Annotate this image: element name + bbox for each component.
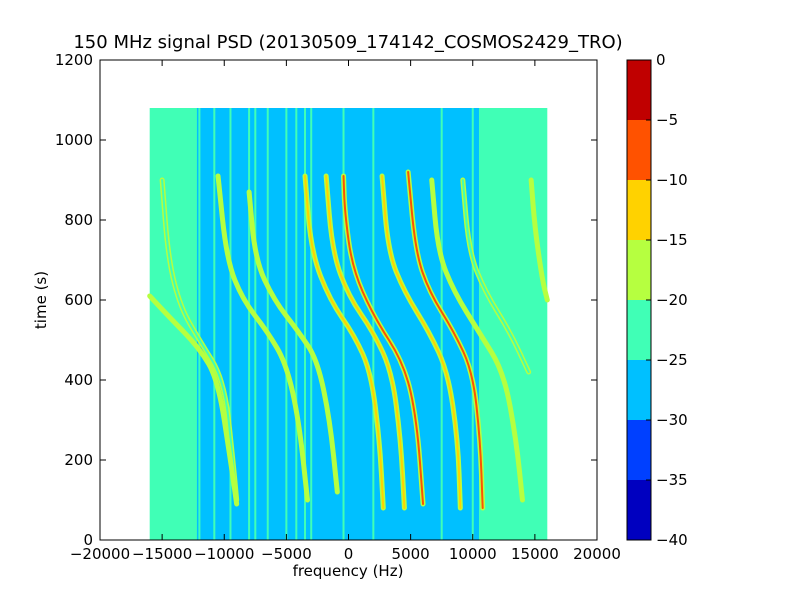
doppler-curve <box>530 179 549 301</box>
doppler-curve <box>325 175 406 509</box>
chart-title: 150 MHz signal PSD (20130509_174142_COSM… <box>73 32 622 53</box>
x-tick-label: 0 <box>344 545 354 563</box>
x-axis-ticks: −20000 −15000 −10000 −5000 0 5000 10000 15000 20… <box>70 60 621 563</box>
colorbar-tick-label: −30 <box>656 411 688 429</box>
y-tick-label: 400 <box>64 371 93 389</box>
colorbar-tick-label: −5 <box>656 111 678 129</box>
colorbar-tick-label: −15 <box>656 231 688 249</box>
doppler-curve <box>148 295 238 505</box>
colorbar-band <box>627 180 651 240</box>
y-axis-label: time (s) <box>32 271 50 329</box>
doppler-curve <box>430 179 524 501</box>
y-tick-label: 0 <box>83 531 93 549</box>
x-tick-label: 20000 <box>573 545 621 563</box>
x-tick-label: 5000 <box>392 545 430 563</box>
colorbar-ticks: 0 −5 −10 −15 −20 −25 −30 −35 −40 <box>646 51 688 549</box>
colorbar-tick-label: −10 <box>656 171 688 189</box>
colorbar-band <box>627 420 651 480</box>
y-tick-label: 600 <box>64 291 93 309</box>
x-axis-label: frequency (Hz) <box>293 562 404 580</box>
x-tick-label: −5000 <box>261 545 312 563</box>
colorbar-tick-label: −40 <box>656 531 688 549</box>
colorbar-tick-label: −20 <box>656 291 688 309</box>
y-tick-label: 200 <box>64 451 93 469</box>
y-tick-label: 1000 <box>55 131 93 149</box>
y-axis-ticks: 0 200 400 600 800 1000 1200 <box>55 51 597 549</box>
colorbar-band <box>627 240 651 300</box>
doppler-curves-layer <box>147 169 550 511</box>
colorbar-tick-label: 0 <box>656 51 666 69</box>
colorbar-band <box>627 60 651 120</box>
x-tick-label: −15000 <box>132 545 192 563</box>
doppler-curve <box>342 175 425 505</box>
x-tick-label: −10000 <box>194 545 254 563</box>
doppler-curve <box>407 171 484 509</box>
x-tick-label: 15000 <box>511 545 559 563</box>
doppler-curve <box>161 179 238 501</box>
y-tick-label: 800 <box>64 211 93 229</box>
colorbar-tick-label: −25 <box>656 351 688 369</box>
doppler-curve <box>217 175 309 501</box>
colorbar-band <box>627 300 651 360</box>
x-tick-label: −20000 <box>70 545 130 563</box>
colorbar-band <box>627 360 651 420</box>
x-tick-label: 10000 <box>449 545 497 563</box>
colorbar-tick-label: −35 <box>656 471 688 489</box>
colorbar-band <box>627 480 651 540</box>
doppler-curve <box>248 191 339 493</box>
doppler-curve <box>304 175 385 509</box>
doppler-curve <box>461 179 530 373</box>
doppler-curve <box>381 175 462 509</box>
y-tick-label: 1200 <box>55 51 93 69</box>
colorbar <box>626 59 652 541</box>
colorbar-band <box>627 120 651 180</box>
